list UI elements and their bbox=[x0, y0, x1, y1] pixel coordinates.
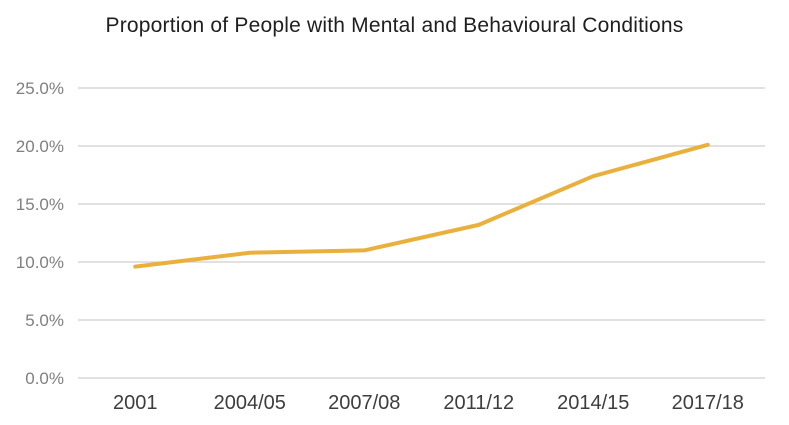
x-axis-label: 2014/15 bbox=[557, 392, 629, 414]
y-axis-tick-label: 0.0% bbox=[25, 369, 64, 388]
y-axis-tick-label: 5.0% bbox=[25, 311, 64, 330]
y-axis-tick-label: 25.0% bbox=[16, 79, 64, 98]
x-axis-label: 2011/12 bbox=[443, 392, 514, 414]
y-axis-tick-label: 15.0% bbox=[16, 195, 64, 214]
data-line bbox=[133, 142, 710, 269]
y-axis-tick-label: 20.0% bbox=[16, 137, 64, 156]
x-axis-label: 2004/05 bbox=[214, 392, 286, 414]
y-axis-tick-label: 10.0% bbox=[16, 253, 64, 272]
x-axis-label: 2007/08 bbox=[328, 392, 400, 414]
x-axis-label: 2017/18 bbox=[672, 392, 744, 414]
chart-title: Proportion of People with Mental and Beh… bbox=[105, 14, 684, 37]
x-axis-label: 2001 bbox=[113, 392, 158, 414]
